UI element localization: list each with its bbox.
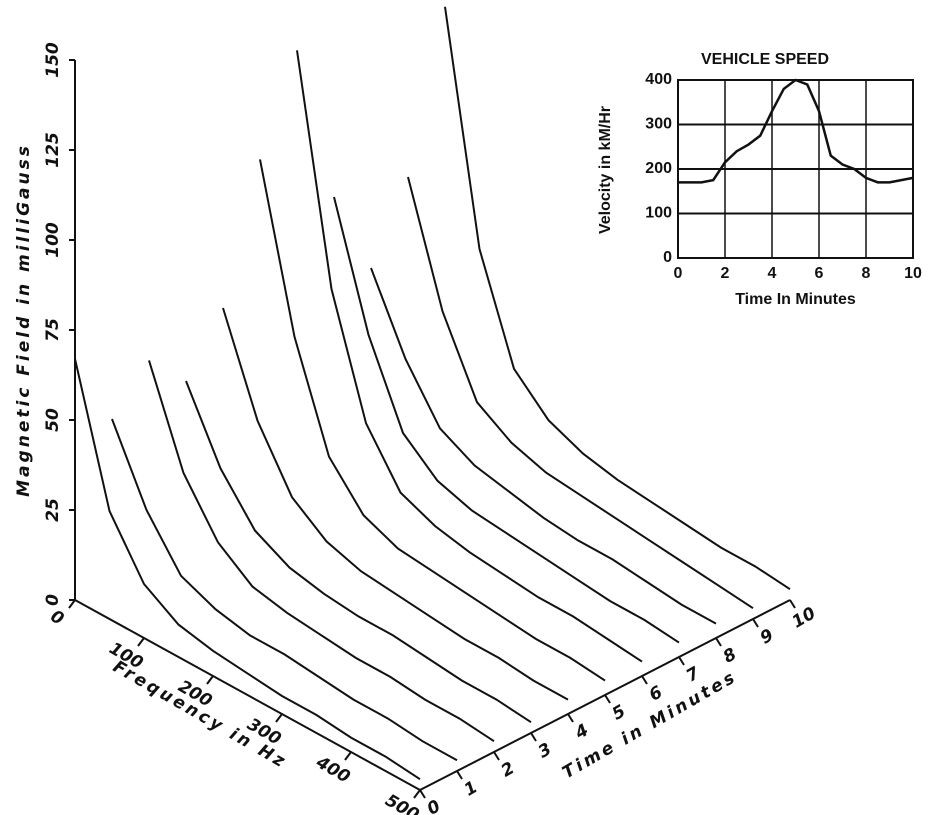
x-tick-label: 4 [768,265,777,282]
slice-shade [112,419,457,771]
y-tick-label: 8 [720,644,740,667]
surface-slice [74,358,421,781]
z-axis-title: Magnetic Field in milliGauss [14,143,34,497]
y-axis-title: Velocity in kM/Hr [597,106,614,234]
slice-shade [260,159,605,695]
slice-shade [371,268,716,638]
x-tick [68,599,76,609]
y-tick [530,732,537,742]
y-tick [752,618,759,628]
y-tick-label: 400 [645,71,672,88]
speed-chart: VEHICLE SPEED 0 100 200 300 400 0 2 4 6 8 10 Time In… [597,51,922,308]
y-tick [641,675,648,685]
surface-slice [407,176,754,610]
y-tick-label: 200 [645,160,672,177]
surface-slice [185,380,532,724]
surface-slice [296,50,643,663]
x-tick-label: 0 [47,606,67,629]
z-tick-label: 75 [43,318,63,342]
x-axis-title: Time In Minutes [735,291,856,308]
y-tick-label: 300 [645,116,672,133]
y-tick [567,713,574,723]
x-axis [74,599,421,791]
z-tick-label: 0 [43,594,63,606]
x-tick-label: 10 [904,265,922,282]
y-tick-label: 0 [424,796,444,815]
y-tick-label: 3 [535,739,555,762]
z-tick-label: 50 [43,408,63,432]
x-tick [206,675,214,685]
y-tick-label: 4 [571,720,592,744]
y-tick [604,694,611,704]
z-tick-label: 125 [43,132,63,168]
y-tick-label: 9 [757,625,777,648]
surface-slice [148,360,495,743]
y-tick-label: 7 [683,663,703,686]
y-tick-label: 1 [461,777,481,800]
y-tick [789,599,796,609]
surface-slice [111,418,458,762]
y-tick-label: 0 [663,249,672,266]
x-tick [137,637,145,647]
y-tick [493,751,500,761]
chart-title: VEHICLE SPEED [701,51,829,68]
slice-shade [149,360,494,752]
y-tick-label: 100 [645,205,672,222]
y-tick [456,770,463,780]
x-tick-label: 6 [815,265,824,282]
surface-slice [370,267,717,625]
y-tick-label: 10 [789,603,820,632]
slice-shade [223,308,568,714]
y-tick [678,656,685,666]
x-tick-label: 8 [862,265,871,282]
z-tick-label: 150 [43,42,63,78]
x-tick-label: 0 [674,265,683,282]
x-tick [413,789,421,799]
z-tick-label: 25 [43,498,63,522]
x-tick-label: 2 [721,265,730,282]
surface-slice [259,159,606,682]
y-tick-label: 5 [609,701,629,724]
x-axis-title: Frequency in Hz [109,657,290,773]
y-tick-label: 2 [498,758,518,781]
slice-shade [297,50,642,676]
slice-shade [186,381,531,733]
surface-slice [333,196,680,644]
surface-slice [444,6,791,591]
x-tick [344,751,352,761]
speed-line [678,78,914,184]
x-tick [275,713,283,723]
slice-shade [445,6,790,601]
z-tick-label: 100 [43,222,63,258]
surface-slice [222,307,569,701]
y-tick [419,789,426,799]
y-tick [715,637,722,647]
y-tick-label: 6 [646,682,666,705]
